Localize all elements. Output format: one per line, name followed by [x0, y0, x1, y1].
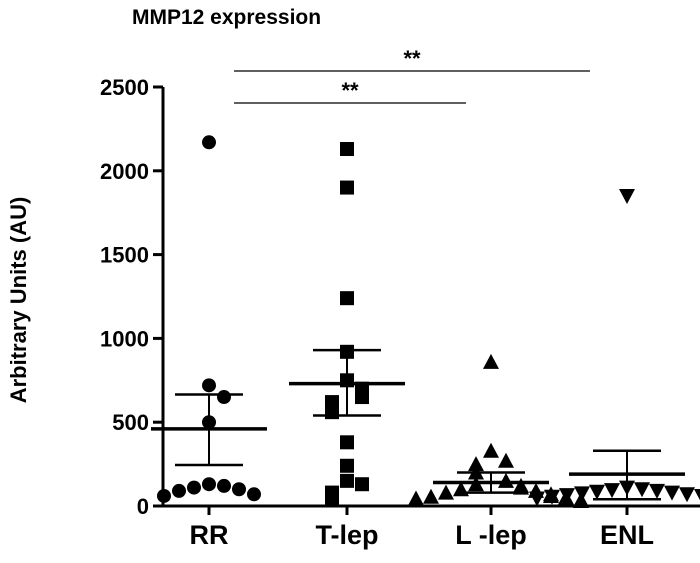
- x-tick-label: ENL: [600, 520, 654, 550]
- y-tick-label: 1000: [100, 326, 149, 351]
- data-point-triangle-up: [438, 484, 454, 500]
- data-point-triangle-down: [604, 483, 620, 499]
- data-point-triangle-up: [423, 488, 439, 504]
- data-point-triangle-down: [634, 482, 650, 498]
- data-point-square: [340, 458, 354, 473]
- data-point-triangle-down: [559, 488, 575, 504]
- data-point-square: [340, 435, 354, 450]
- data-point-triangle-up: [468, 456, 484, 472]
- data-point-circle: [217, 478, 231, 493]
- data-point-triangle-down: [664, 485, 680, 501]
- data-point-circle: [202, 378, 216, 393]
- y-axis-label: Arbitrary Units (AU): [6, 197, 31, 404]
- data-point-triangle-down: [544, 489, 560, 505]
- data-point-circle: [247, 487, 261, 502]
- data-point-triangle-down: [649, 483, 665, 499]
- axes: 0 500 1000 1500 2000 2500 RR T-lep L -lep ENL: [100, 75, 700, 550]
- data-point-triangle-down: [679, 487, 695, 503]
- x-tick-label: L -lep: [455, 520, 527, 550]
- data-point-triangle-up: [408, 491, 424, 507]
- data-point-circle: [187, 480, 201, 495]
- data-point-triangle-up: [483, 442, 499, 458]
- data-point-square: [325, 492, 339, 507]
- y-tick-label: 2000: [100, 159, 149, 184]
- data-points: [157, 135, 700, 508]
- data-point-square: [325, 405, 339, 420]
- y-tick-label: 0: [137, 494, 149, 519]
- data-point-triangle-down: [574, 486, 590, 502]
- data-point-circle: [202, 477, 216, 492]
- data-point-triangle-down: [589, 484, 605, 500]
- y-tick-label: 2500: [100, 75, 149, 100]
- data-point-triangle-up: [498, 472, 514, 488]
- data-point-square: [355, 390, 369, 405]
- data-point-square: [340, 473, 354, 488]
- data-point-circle: [202, 135, 216, 150]
- data-point-triangle-up: [573, 492, 589, 508]
- data-point-circle: [157, 488, 171, 503]
- data-point-square: [355, 477, 369, 492]
- mean-sem-bars: [151, 348, 685, 501]
- chart-title: MMP12 expression: [132, 6, 321, 29]
- y-tick-label: 1500: [100, 243, 149, 268]
- significance-brackets: ** **: [234, 46, 590, 104]
- x-tick-label: T-lep: [315, 520, 378, 550]
- data-point-triangle-down: [529, 491, 545, 507]
- data-point-triangle-down: [694, 488, 700, 501]
- data-point-triangle-up: [513, 479, 529, 495]
- data-point-triangle-down: [619, 188, 635, 204]
- data-point-circle: [232, 482, 246, 497]
- data-point-square: [340, 142, 354, 157]
- data-point-triangle-up: [498, 452, 514, 468]
- data-point-circle: [217, 390, 231, 405]
- data-point-square: [340, 180, 354, 195]
- data-point-circle: [172, 483, 186, 498]
- significance-label: **: [403, 46, 421, 71]
- x-tick-label: RR: [190, 520, 229, 550]
- data-point-triangle-up: [483, 353, 499, 369]
- data-point-square: [340, 291, 354, 306]
- significance-label: **: [341, 78, 359, 103]
- y-tick-label: 500: [112, 410, 149, 435]
